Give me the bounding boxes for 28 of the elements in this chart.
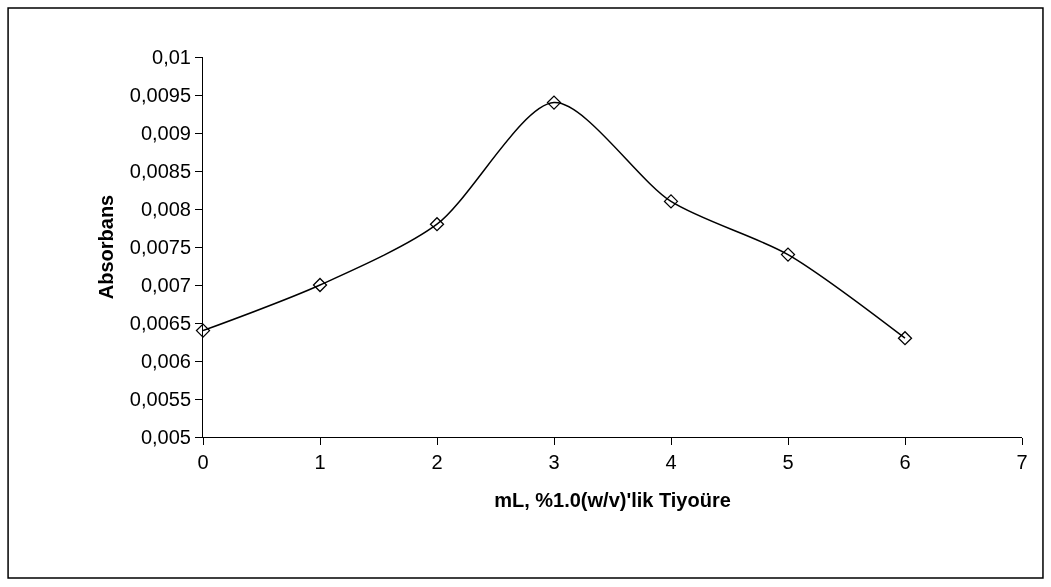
x-tick-label: 4: [665, 451, 677, 473]
x-tick-label: 0: [197, 451, 209, 473]
y-tick-label: 0,01: [152, 46, 191, 68]
y-tick-label: 0,0055: [129, 388, 191, 410]
y-tick-label: 0,0085: [129, 160, 191, 182]
y-tick-label: 0,009: [140, 122, 191, 144]
point: [429, 217, 445, 232]
y-tick-label: 0,0065: [129, 312, 191, 334]
y-tick-label: 0,007: [140, 274, 191, 296]
x-tick-label: 5: [782, 451, 794, 473]
x-tick-label: 7: [1016, 451, 1028, 473]
y-tick-label: 0,006: [140, 350, 191, 372]
y-tick-label: 0,0095: [129, 84, 191, 106]
point: [546, 95, 562, 110]
point: [897, 331, 913, 346]
x-tick-label: 1: [314, 451, 326, 473]
x-tick-label: 6: [899, 451, 911, 473]
x-tick-label: 2: [431, 451, 443, 473]
x-axis-title: mL, %1.0(w/v)'lik Tiyoüre: [494, 488, 731, 511]
y-axis-title: Absorbans: [95, 194, 118, 300]
point: [195, 323, 211, 338]
x-tick-label: 3: [548, 451, 560, 473]
point: [312, 277, 328, 293]
point: [780, 247, 796, 262]
y-tick-label: 0,008: [140, 198, 191, 220]
y-tick-label: 0,005: [140, 426, 191, 448]
point: [663, 194, 679, 209]
y-tick-label: 0,0075: [129, 236, 191, 258]
